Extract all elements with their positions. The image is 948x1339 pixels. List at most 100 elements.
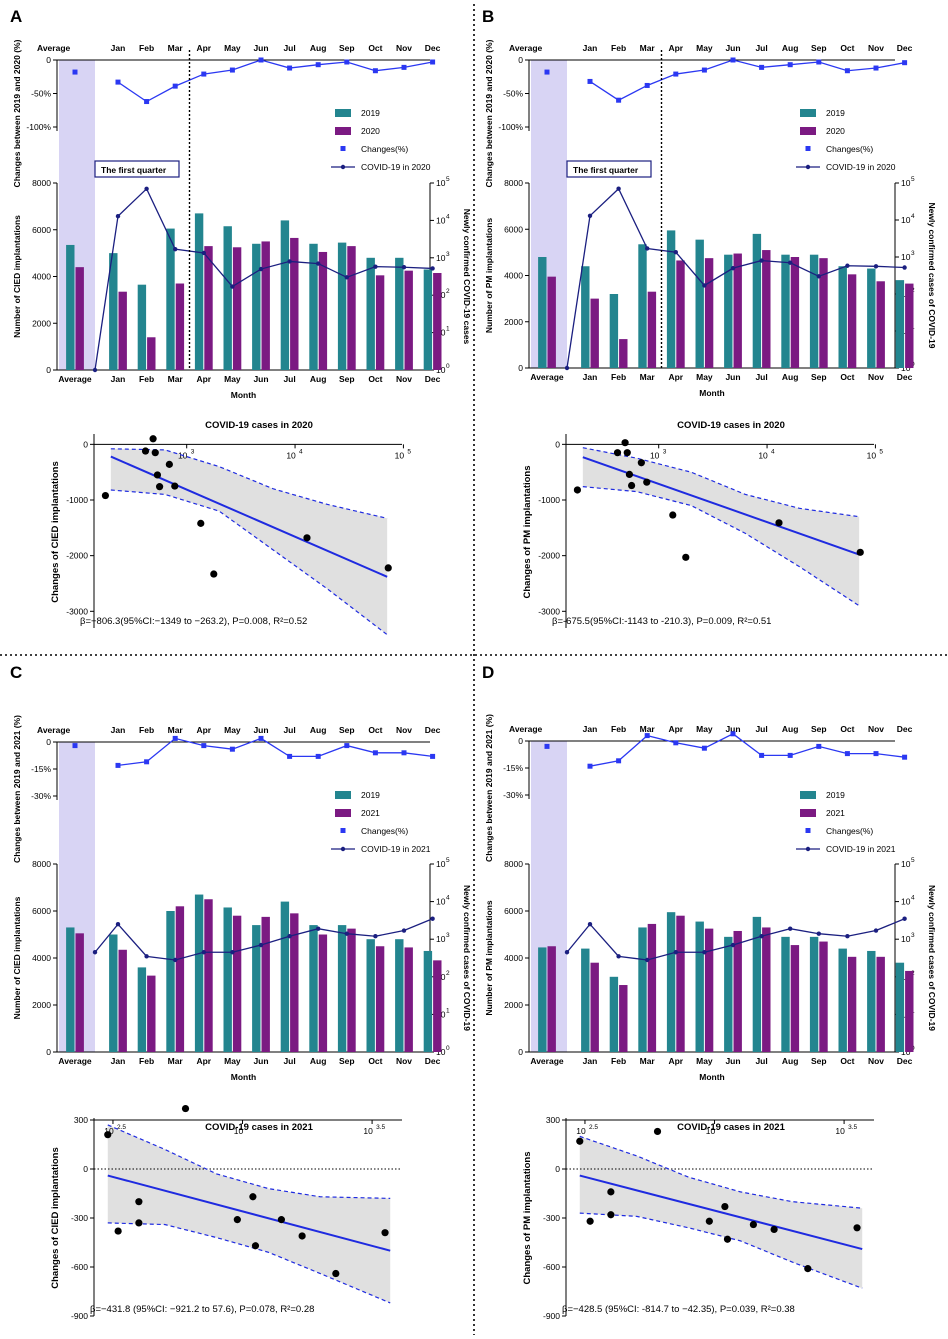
annotation-box [566, 160, 652, 178]
scatter-x-tick-exp: 2.5 [589, 1124, 598, 1131]
category-label: Apr [196, 1056, 211, 1066]
legend-label: Changes(%) [361, 144, 408, 154]
changes-tick-label: -50% [31, 89, 51, 99]
category-label: Oct [368, 374, 382, 384]
top-category-label: Feb [611, 43, 626, 53]
bar-2019 [395, 257, 404, 370]
bar-tick-label: 6000 [32, 906, 51, 916]
annotation-text: The first quarter [573, 165, 639, 175]
category-label: Mar [168, 1056, 184, 1066]
log-tick-exp: 2 [446, 288, 450, 295]
covid-point [92, 950, 98, 955]
covid-point [173, 957, 178, 963]
bar-tick-label: 4000 [32, 953, 51, 963]
scatter-point [669, 511, 677, 519]
category-label: Mar [640, 1056, 656, 1066]
log-tick-label: 10 [436, 897, 446, 907]
bar-axis-title: Number of PM implantations [484, 900, 494, 1016]
scatter-point [723, 1235, 732, 1243]
covid-point [401, 265, 407, 270]
changes-tick-label: -30% [31, 791, 51, 801]
legend-label: 2021 [361, 808, 380, 818]
covid-point [230, 284, 235, 289]
bar-2020 [118, 291, 127, 370]
top-category-label: Dec [425, 725, 441, 735]
bar-2020 [204, 246, 213, 370]
top-category-label: Average [509, 724, 543, 734]
category-label: Average [58, 374, 92, 384]
bar-2021 [118, 949, 127, 1052]
scatter-y-tick-label: -900 [71, 1311, 88, 1321]
changes-tick-label: 0 [518, 736, 523, 746]
scatter-title: COVID-19 cases in 2021 [677, 1122, 785, 1133]
bar-2019 [581, 948, 590, 1052]
scatter-x-tick-label: 10 [867, 450, 877, 460]
top-category-label: Average [37, 43, 71, 53]
bar-2019 [423, 269, 433, 370]
top-category-label: Nov [396, 725, 412, 735]
covid-point [173, 246, 178, 252]
category-label: Dec [897, 1056, 913, 1066]
category-label: Feb [139, 1056, 154, 1066]
legend-swatch-changes [340, 828, 346, 833]
top-category-label: Aug [782, 724, 799, 734]
bar-tick-label: 8000 [32, 859, 51, 869]
top-category-label: May [224, 725, 241, 735]
legend-label: COVID-19 in 2021 [826, 844, 896, 854]
log-tick-exp: 3 [911, 932, 915, 939]
bar-2019 [867, 950, 876, 1052]
log-tick-exp: 4 [911, 213, 915, 220]
changes-point [787, 752, 793, 758]
category-label: Oct [368, 1056, 382, 1066]
legend-label: COVID-19 in 2020 [826, 162, 896, 172]
changes-point [401, 750, 407, 756]
bar-2021 [404, 947, 413, 1052]
category-label: Feb [611, 1056, 626, 1066]
changes-point [816, 59, 822, 65]
bar-2021 [619, 985, 628, 1052]
scatter-point [210, 570, 218, 578]
top-category-label: Dec [897, 43, 913, 53]
category-label: Jan [111, 1056, 126, 1066]
covid-point [587, 922, 593, 927]
bar-2020 [647, 291, 657, 368]
category-label: Nov [868, 1056, 884, 1066]
bar-2019 [66, 244, 75, 370]
covid-point [873, 264, 879, 269]
bar-2019 [724, 936, 733, 1052]
covid-point [702, 283, 707, 288]
top-category-label: Sep [811, 43, 827, 53]
scatter-point [628, 481, 636, 490]
bar-2020 [175, 283, 185, 370]
scatter-y-tick-label: -900 [543, 1311, 560, 1321]
changes-tick-label: -15% [503, 763, 523, 773]
bar-2019 [609, 976, 619, 1052]
covid-point [645, 957, 650, 963]
scatter-point [621, 439, 629, 447]
top-category-label: Mar [640, 43, 656, 53]
bar-2021 [290, 913, 299, 1052]
bar-2021 [433, 960, 442, 1052]
scatter-point [135, 1198, 143, 1206]
scatter-y-title: Changes of CIED implantations [50, 461, 61, 602]
category-label: Jul [283, 1056, 295, 1066]
category-label: Feb [611, 372, 626, 382]
bar-2020 [819, 258, 828, 368]
covid-point [373, 934, 378, 939]
bar-2021 [147, 975, 156, 1052]
scatter-point [298, 1232, 306, 1240]
legend-label: 2020 [361, 126, 380, 136]
top-category-label: Jul [755, 43, 767, 53]
bar-2020 [876, 281, 885, 368]
x-axis-title: Month [699, 388, 725, 398]
ci-upper-line [582, 447, 860, 518]
bar-2021 [676, 915, 685, 1052]
bar-2019 [194, 213, 204, 370]
scatter-point [277, 1216, 285, 1224]
bar-2019 [280, 220, 290, 370]
top-category-label: Aug [310, 43, 327, 53]
top-category-label: May [224, 43, 241, 53]
changes-point [287, 65, 293, 71]
category-label: Jun [253, 1056, 268, 1066]
ci-lower-line [110, 489, 388, 636]
